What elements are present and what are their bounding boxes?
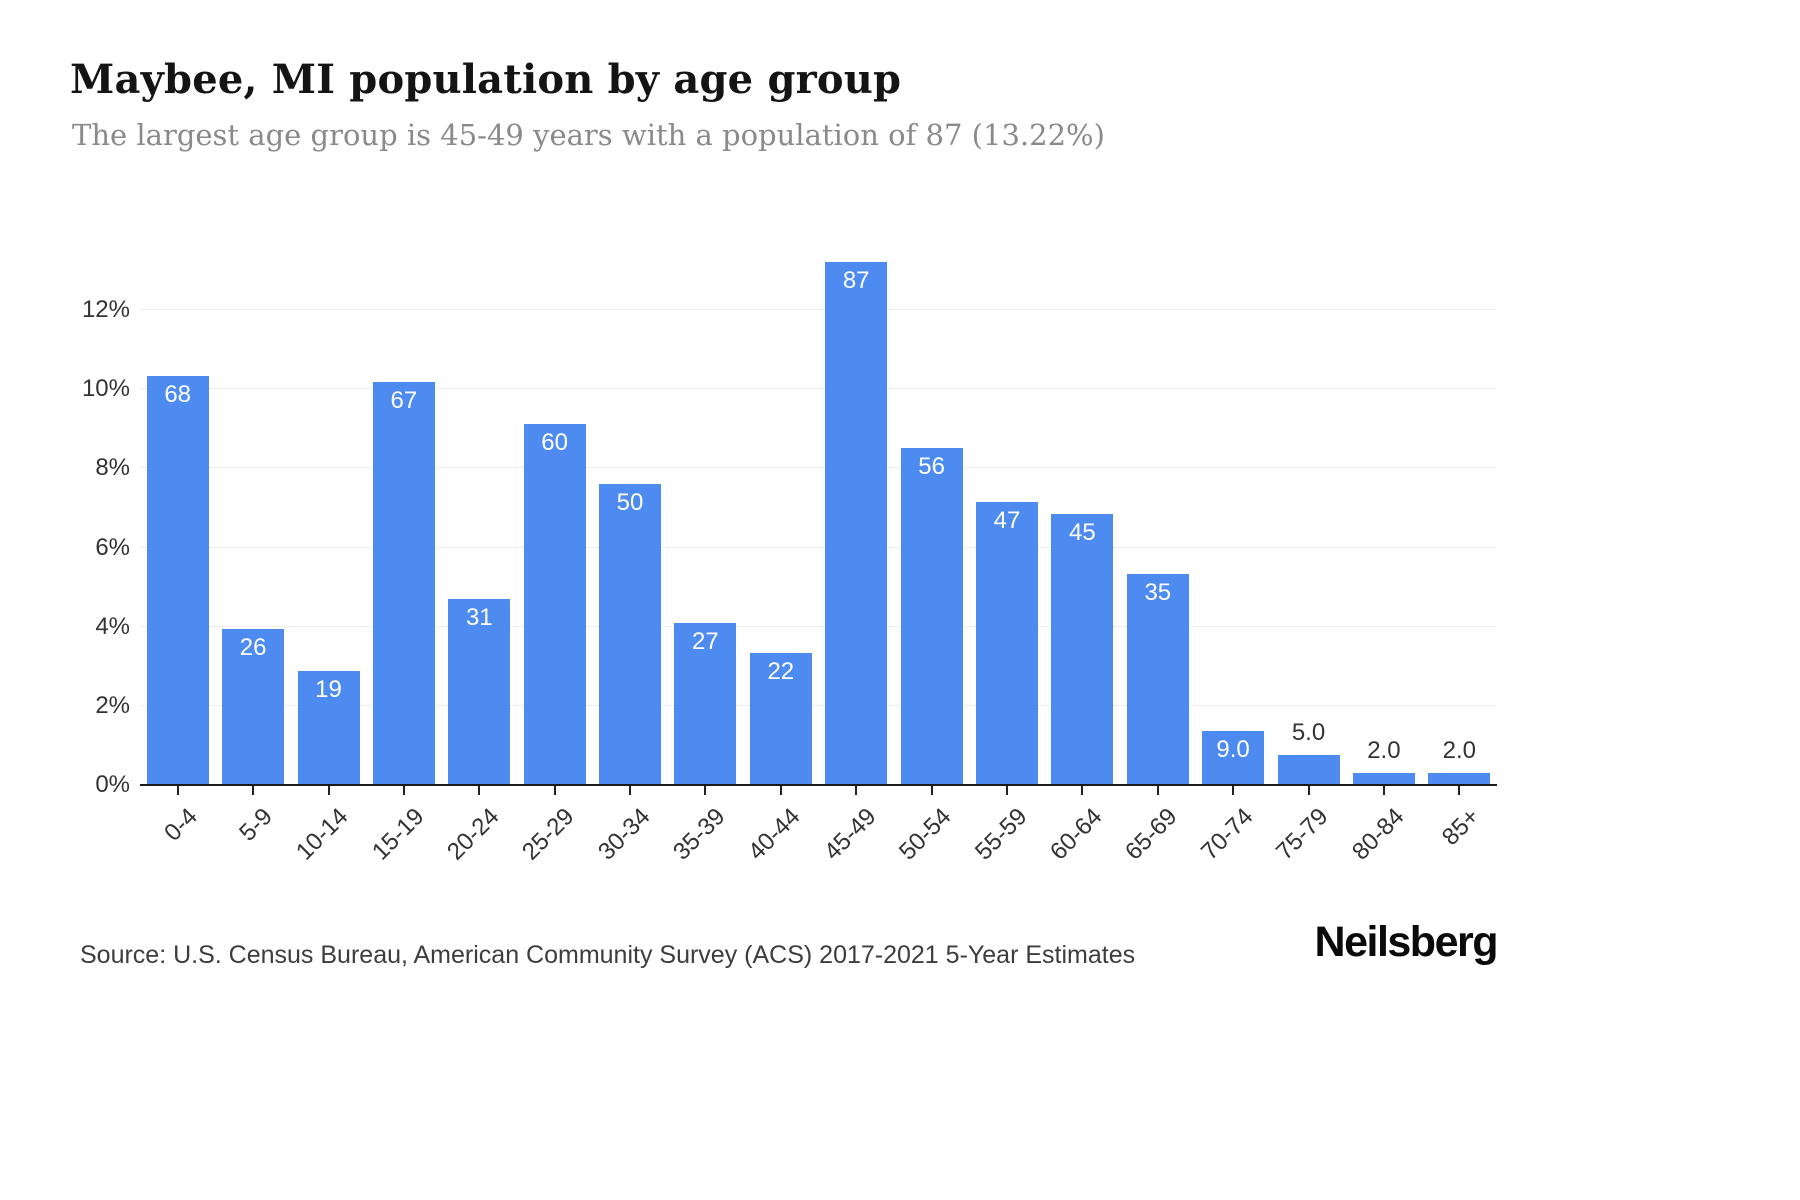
bar-20-24 (448, 598, 511, 785)
x-axis-tick (1232, 786, 1235, 795)
bar-55-59 (976, 502, 1038, 785)
x-axis-label: 40-44 (743, 803, 806, 866)
x-axis-label: 20-24 (441, 803, 505, 866)
bar-60-64 (1051, 514, 1114, 785)
bar-30-34 (599, 484, 661, 785)
bar-70-74 (1202, 730, 1265, 785)
x-axis-tick (1081, 786, 1084, 795)
x-axis-label: 75-79 (1271, 803, 1334, 866)
bar-value-label: 47 (993, 507, 1021, 535)
x-axis-label: 65-69 (1120, 803, 1183, 866)
x-axis-label: 30-34 (592, 803, 656, 866)
x-axis-tick (704, 786, 707, 795)
plot-area: 0% 2% 4% 6% 8% 10% 12% 68 0-4 26 5-9 19 10-14 67 15-19… (82, 255, 1497, 866)
bar-50-54 (900, 448, 963, 785)
x-axis-line (140, 784, 1497, 786)
x-axis-label: 55-59 (969, 803, 1033, 866)
bar-0-4 (146, 376, 209, 785)
bar-10-14 (297, 670, 360, 785)
x-axis-tick (1307, 786, 1310, 795)
x-axis-tick (855, 786, 858, 795)
bar-45-49 (825, 261, 888, 785)
y-axis-tick-label: 12% (81, 296, 130, 324)
bar-value-label: 2.0 (1442, 737, 1476, 765)
y-axis-tick-label: 8% (95, 454, 130, 482)
bar-value-label: 68 (164, 381, 192, 409)
source-text: Source: U.S. Census Bureau, American Com… (80, 941, 1136, 969)
bar-5-9 (222, 628, 285, 785)
x-axis-tick (553, 786, 556, 795)
x-axis-label: 0-4 (159, 803, 203, 847)
gridline (140, 467, 1497, 469)
bar-value-label: 22 (767, 657, 795, 685)
x-axis-label: 10-14 (291, 803, 354, 866)
x-axis-label: 25-29 (517, 803, 580, 866)
bar-25-29 (523, 424, 586, 785)
x-axis-tick (327, 786, 330, 795)
bar-85+ (1428, 773, 1491, 785)
bar-40-44 (749, 652, 812, 785)
bar-80-84 (1352, 773, 1415, 785)
gridline (140, 309, 1497, 311)
x-axis-tick (779, 786, 782, 795)
x-axis-tick (930, 786, 933, 795)
bar-value-label: 35 (1144, 579, 1172, 607)
gridline (140, 625, 1497, 627)
bar-value-label: 5.0 (1291, 718, 1326, 746)
bar-value-label: 45 (1069, 519, 1096, 547)
bar-value-label: 31 (465, 603, 493, 631)
bar-value-label: 60 (541, 429, 568, 456)
x-axis-label: 35-39 (667, 803, 731, 866)
x-axis-tick (629, 786, 631, 795)
x-axis-label: 85+ (1436, 803, 1485, 851)
bar-value-label: 27 (692, 627, 719, 655)
x-axis-label: 15-19 (366, 803, 429, 866)
bar-value-label: 2.0 (1367, 737, 1401, 765)
x-axis-tick (1156, 786, 1159, 795)
bar-75-79 (1277, 754, 1340, 785)
bar-value-label: 87 (842, 266, 870, 294)
y-axis-tick-label: 6% (95, 533, 130, 561)
x-axis-tick (478, 786, 481, 795)
y-axis-tick-label: 2% (95, 691, 130, 719)
bar-65-69 (1126, 574, 1189, 785)
x-axis-tick (176, 786, 179, 795)
bar-value-label: 19 (315, 675, 342, 703)
gridline (140, 704, 1497, 706)
brand-logo: Neilsberg (1314, 918, 1499, 966)
bar-35-39 (674, 622, 737, 785)
x-axis-label: 45-49 (818, 803, 882, 866)
gridline (140, 546, 1497, 548)
bar-value-label: 26 (239, 633, 267, 661)
x-axis-label: 80-84 (1346, 803, 1409, 866)
x-axis-label: 70-74 (1195, 803, 1259, 866)
x-axis-label: 5-9 (234, 803, 279, 847)
bar-value-label: 50 (616, 489, 644, 517)
x-axis-label: 50-54 (894, 803, 957, 866)
y-axis-tick-label: 0% (95, 771, 130, 798)
chart-subtitle: The largest age group is 45-49 years wit… (72, 118, 1105, 152)
y-axis-tick-label: 4% (95, 612, 130, 640)
x-axis-tick (1458, 786, 1461, 795)
x-axis-tick (402, 786, 405, 795)
x-axis-label: 60-64 (1044, 803, 1108, 866)
x-axis-tick (1006, 786, 1008, 795)
y-axis-tick-label: 10% (81, 375, 130, 403)
x-axis-tick (252, 786, 255, 795)
bar-value-label: 56 (918, 453, 945, 481)
bar-value-label: 67 (390, 387, 418, 415)
x-axis-tick (1382, 786, 1385, 795)
chart-title: Maybee, MI population by age group (70, 56, 902, 103)
gridline (140, 388, 1497, 390)
bar-value-label: 9.0 (1216, 735, 1250, 763)
bar-15-19 (372, 382, 435, 785)
